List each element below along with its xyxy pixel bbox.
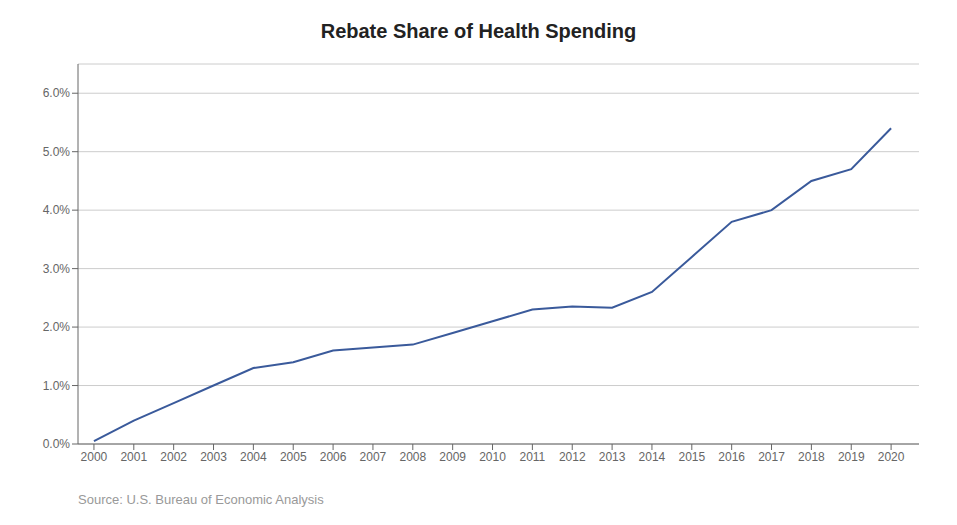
svg-text:2014: 2014 bbox=[639, 450, 666, 464]
svg-text:2006: 2006 bbox=[320, 450, 347, 464]
svg-text:2013: 2013 bbox=[599, 450, 626, 464]
svg-text:2019: 2019 bbox=[838, 450, 865, 464]
svg-text:2008: 2008 bbox=[399, 450, 426, 464]
svg-text:2015: 2015 bbox=[678, 450, 705, 464]
svg-text:2003: 2003 bbox=[200, 450, 227, 464]
svg-text:5.0%: 5.0% bbox=[43, 145, 71, 159]
svg-text:2018: 2018 bbox=[798, 450, 825, 464]
svg-text:2010: 2010 bbox=[479, 450, 506, 464]
svg-text:4.0%: 4.0% bbox=[43, 203, 71, 217]
svg-text:2004: 2004 bbox=[240, 450, 267, 464]
svg-text:2011: 2011 bbox=[519, 450, 545, 464]
svg-text:2005: 2005 bbox=[280, 450, 307, 464]
svg-text:2012: 2012 bbox=[559, 450, 586, 464]
svg-text:2002: 2002 bbox=[160, 450, 187, 464]
html-text:Source: U.S. Bureau of Economi: Source: U.S. Bureau of Economic Analysis bbox=[78, 492, 324, 507]
svg-text:2017: 2017 bbox=[758, 450, 785, 464]
html-text:Rebate Share of Health Spendin: Rebate Share of Health Spending bbox=[320, 20, 637, 42]
svg-text:2007: 2007 bbox=[360, 450, 387, 464]
svg-text:2.0%: 2.0% bbox=[43, 320, 71, 334]
svg-text:2009: 2009 bbox=[439, 450, 466, 464]
svg-text:6.0%: 6.0% bbox=[43, 86, 71, 100]
svg-text:2001: 2001 bbox=[120, 450, 147, 464]
svg-text:1.0%: 1.0% bbox=[43, 379, 71, 393]
svg-text:2020: 2020 bbox=[878, 450, 905, 464]
svg-text:2000: 2000 bbox=[81, 450, 108, 464]
svg-text:0.0%: 0.0% bbox=[43, 437, 71, 451]
svg-text:2016: 2016 bbox=[718, 450, 745, 464]
svg-text:3.0%: 3.0% bbox=[43, 262, 71, 276]
